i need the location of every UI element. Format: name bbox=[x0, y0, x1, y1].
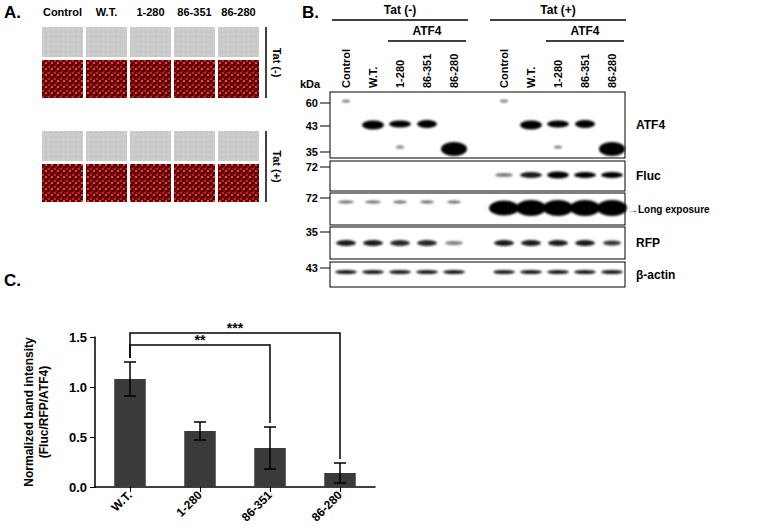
svg-text:35: 35 bbox=[306, 146, 318, 158]
svg-text:ATF4: ATF4 bbox=[570, 24, 599, 38]
svg-text:0.0: 0.0 bbox=[69, 480, 87, 495]
svg-text:ATF4: ATF4 bbox=[636, 118, 665, 132]
svg-text:72: 72 bbox=[306, 192, 318, 204]
svg-text:86-280: 86-280 bbox=[221, 6, 255, 18]
svg-text:→Long exposure: →Long exposure bbox=[628, 204, 710, 215]
svg-text:Tat (-): Tat (-) bbox=[271, 48, 283, 78]
svg-text:86-280: 86-280 bbox=[448, 54, 460, 88]
svg-text:60: 60 bbox=[306, 97, 318, 109]
svg-text:86-280: 86-280 bbox=[606, 54, 618, 88]
svg-text:43: 43 bbox=[306, 120, 318, 132]
svg-text:1-280: 1-280 bbox=[552, 60, 564, 88]
svg-text:1.5: 1.5 bbox=[69, 330, 87, 345]
svg-text:Tat (+): Tat (+) bbox=[271, 150, 283, 183]
svg-text:kDa: kDa bbox=[300, 78, 321, 90]
svg-text:ATF4: ATF4 bbox=[412, 24, 441, 38]
svg-text:43: 43 bbox=[306, 262, 318, 274]
svg-text:W.T.: W.T. bbox=[367, 67, 379, 88]
svg-text:0.5: 0.5 bbox=[69, 430, 87, 445]
svg-text:RFP: RFP bbox=[636, 236, 660, 250]
svg-text:86-351: 86-351 bbox=[421, 54, 433, 88]
svg-text:Control: Control bbox=[43, 6, 82, 18]
svg-text:Tat (+): Tat (+) bbox=[540, 3, 575, 17]
svg-text:86-351: 86-351 bbox=[239, 488, 276, 525]
svg-text:Fluc: Fluc bbox=[636, 169, 661, 183]
svg-text:Tat (-): Tat (-) bbox=[384, 3, 416, 17]
svg-text:1.0: 1.0 bbox=[69, 380, 87, 395]
svg-text:W.T.: W.T. bbox=[109, 488, 135, 514]
svg-text:**: ** bbox=[195, 332, 206, 348]
svg-text:Control: Control bbox=[340, 49, 352, 88]
svg-text:A.: A. bbox=[4, 3, 21, 22]
svg-text:W.T.: W.T. bbox=[525, 67, 537, 88]
svg-text:(Fluc/RFP/ATF4): (Fluc/RFP/ATF4) bbox=[37, 366, 51, 458]
svg-text:***: *** bbox=[227, 320, 244, 336]
svg-text:C.: C. bbox=[4, 271, 21, 290]
svg-text:Normalized band intensity: Normalized band intensity bbox=[22, 337, 36, 487]
svg-text:β-actin: β-actin bbox=[636, 268, 675, 282]
svg-text:86-280: 86-280 bbox=[309, 488, 346, 525]
svg-text:W.T.: W.T. bbox=[96, 6, 117, 18]
svg-text:1-280: 1-280 bbox=[394, 60, 406, 88]
svg-text:86-351: 86-351 bbox=[579, 54, 591, 88]
svg-text:1-280: 1-280 bbox=[173, 488, 205, 520]
svg-text:72: 72 bbox=[306, 161, 318, 173]
svg-text:B.: B. bbox=[302, 3, 319, 22]
svg-text:86-351: 86-351 bbox=[177, 6, 211, 18]
svg-text:35: 35 bbox=[306, 226, 318, 238]
svg-text:1-280: 1-280 bbox=[136, 6, 164, 18]
svg-text:Control: Control bbox=[498, 49, 510, 88]
